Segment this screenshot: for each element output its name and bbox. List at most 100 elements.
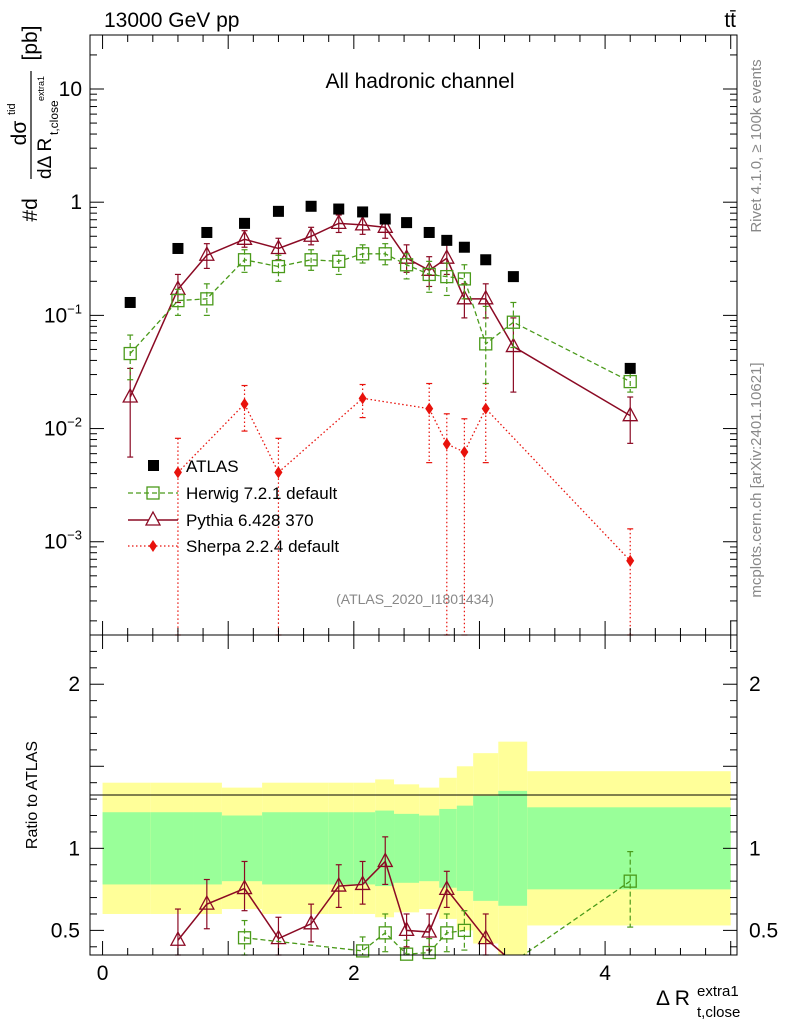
atlas-point [480, 254, 492, 266]
y-tick-label-exponent: −3 [67, 528, 82, 543]
herwig-point [355, 944, 370, 958]
ratio-y-axis-label: Ratio to ATLAS [24, 741, 41, 849]
pythia-point [198, 245, 215, 261]
band-inner-bin [498, 790, 528, 906]
herwig-point [123, 346, 137, 361]
pythia-point [622, 406, 639, 422]
sherpa-point [626, 554, 635, 567]
y-tick-label-exponent: −1 [67, 301, 82, 316]
pythia-point [354, 215, 371, 231]
y-tick-label-base: 10 [44, 304, 67, 327]
pythia-point [236, 879, 253, 895]
herwig-point [457, 272, 472, 286]
herwig-point [457, 923, 472, 938]
xlabel-sup: extra1 [697, 983, 739, 1000]
pythia-point [421, 922, 438, 938]
pythia-point [377, 217, 394, 233]
ylabel-numerator: dσ [8, 121, 31, 146]
herwig-point [623, 374, 637, 389]
herwig-ratio-line [244, 929, 465, 955]
ratio-axis-ticks [90, 635, 737, 955]
pythia-point [477, 289, 494, 305]
xlabel-main: Δ R [656, 987, 690, 1010]
pythia-point [330, 876, 347, 892]
legend-label-pythia: Pythia 6.428 370 [186, 511, 314, 530]
ylabel-prefix: #d [19, 198, 42, 221]
y-tick-label: 10−2 [44, 415, 82, 441]
band-inner-bin [262, 812, 292, 885]
band-inner-bin [150, 812, 194, 885]
ratio-y-tick-label-right: 0.5 [749, 919, 778, 942]
pythia-point [236, 229, 253, 245]
ratio-tick-labels: 2 2 1 1 0.5 0.5 0 2 4 [51, 673, 778, 985]
pythia-point [169, 930, 187, 946]
herwig-point [506, 315, 521, 329]
legend-label-herwig: Herwig 7.2.1 default [186, 484, 337, 503]
pythia-point [330, 213, 347, 230]
herwig-point [237, 931, 252, 945]
atlas-point [239, 217, 251, 229]
mcplots-label: mcplots.cern.ch [arXiv:2401.10621] [748, 362, 765, 597]
band-inner-bin [419, 815, 440, 882]
pythia-point [198, 894, 215, 910]
pythia-point [122, 387, 139, 403]
y-tick-label: 10−3 [44, 528, 82, 554]
ylabel-denominator: dΔ R [35, 138, 56, 179]
atlas-point [379, 213, 391, 225]
y-tick-label: 10 [59, 78, 82, 101]
ratio-panel: 2 2 1 1 0.5 0.5 0 2 4 Ratio to ATLAS Δ R extra1 … [24, 634, 778, 1021]
y-tick-label: 10−1 [44, 301, 82, 327]
sherpa-point [173, 466, 182, 479]
pythia-point [477, 929, 494, 945]
herwig-line [129, 253, 631, 383]
atlas-point [172, 242, 184, 254]
band-inner-bin [102, 812, 151, 885]
y-tick-label-base: 10 [44, 418, 67, 441]
ylabel-numerator-sup: tid [6, 103, 18, 115]
sherpa-point [460, 446, 469, 459]
herwig-point [422, 945, 436, 960]
band-inner-bin [375, 810, 395, 887]
legend-marker-pythia [144, 510, 162, 526]
herwig-ratio-tail [523, 880, 631, 956]
pythia-line [129, 222, 631, 417]
herwig-point [422, 267, 436, 282]
legend-entry-atlas: ATLAS [148, 457, 239, 476]
herwig-point [378, 247, 392, 261]
pythia-point [303, 914, 320, 930]
xlabel-sub: t,close [697, 1004, 740, 1021]
legend: ATLAS Herwig 7.2.1 default Pythia 6.428 … [128, 457, 339, 556]
y-tick-label-exponent: −2 [67, 415, 82, 430]
pythia-point [398, 921, 415, 937]
legend-label-atlas: ATLAS [186, 457, 239, 476]
atlas-point [201, 226, 213, 238]
sherpa-point [481, 402, 490, 415]
channel-label: All hadronic channel [325, 70, 514, 93]
band-inner-bin [456, 805, 474, 891]
band-inner-bin [439, 808, 457, 888]
atlas-point [272, 205, 284, 217]
herwig-point [355, 247, 370, 261]
x-axis-label: Δ R extra1 t,close [656, 983, 740, 1021]
pythia-point [270, 929, 287, 945]
herwig-point [332, 254, 346, 269]
atlas-point [305, 200, 317, 212]
herwig-point [440, 269, 454, 284]
ratio-y-tick-label-right: 1 [749, 837, 761, 860]
herwig-point [171, 293, 185, 308]
pythia-point [456, 289, 473, 305]
ylabel-denominator-subsup: extra1 [36, 76, 46, 101]
band-inner-bin [527, 807, 731, 890]
analysis-label: (ATLAS_2020_I1801434) [336, 591, 494, 607]
herwig-point [378, 926, 392, 940]
legend-marker-atlas [148, 460, 159, 471]
herwig-point [623, 874, 637, 888]
ratio-y-tick-label-left: 1 [68, 837, 80, 860]
ylabel-denominator-sub: t,close [47, 100, 61, 135]
herwig-point [399, 258, 414, 272]
ratio-y-tick-label-left: 0.5 [51, 919, 80, 942]
atlas-point [401, 217, 413, 229]
y-tick-label: 1 [70, 191, 82, 214]
ratio-y-tick-label-right: 2 [749, 673, 761, 696]
herwig-point [304, 253, 318, 267]
